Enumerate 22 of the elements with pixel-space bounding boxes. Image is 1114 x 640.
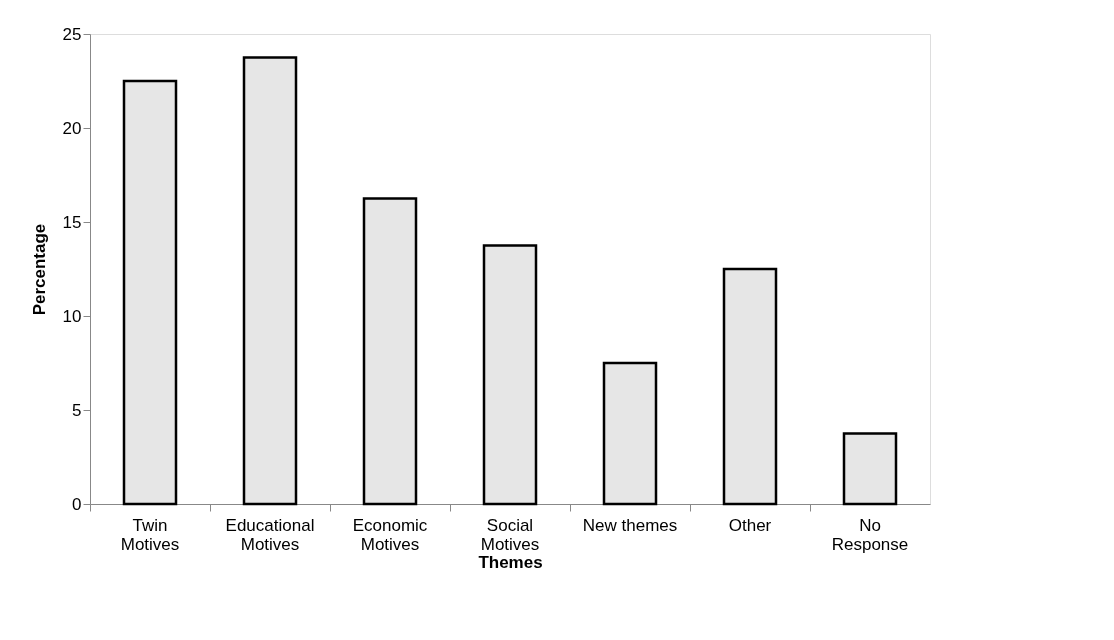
x-tick-label: Social Motives	[480, 515, 540, 554]
x-tick-label: New themes	[582, 515, 678, 535]
bar	[362, 197, 418, 506]
bar	[122, 79, 178, 506]
y-tick-label: 10	[62, 306, 82, 326]
y-tick-label: 25	[62, 24, 82, 44]
x-tick-label: Twin Motives	[120, 515, 180, 554]
y-tick-label: 0	[72, 494, 82, 514]
bar	[722, 267, 778, 506]
bar	[482, 244, 538, 506]
x-tick-label: Economic Motives	[352, 515, 428, 554]
bar	[602, 361, 658, 506]
y-tick-label: 5	[72, 400, 82, 420]
bar	[242, 56, 298, 506]
x-tick-label: Other	[728, 515, 772, 535]
y-tick-label: 15	[62, 212, 82, 232]
bar	[842, 432, 898, 506]
x-tick-label: No Response	[831, 515, 909, 554]
y-axis-title: Percentage	[29, 223, 49, 316]
y-tick-label: 20	[62, 118, 82, 138]
x-axis-title: Themes	[478, 552, 543, 572]
x-tick-label: Educational Motives	[225, 515, 315, 554]
